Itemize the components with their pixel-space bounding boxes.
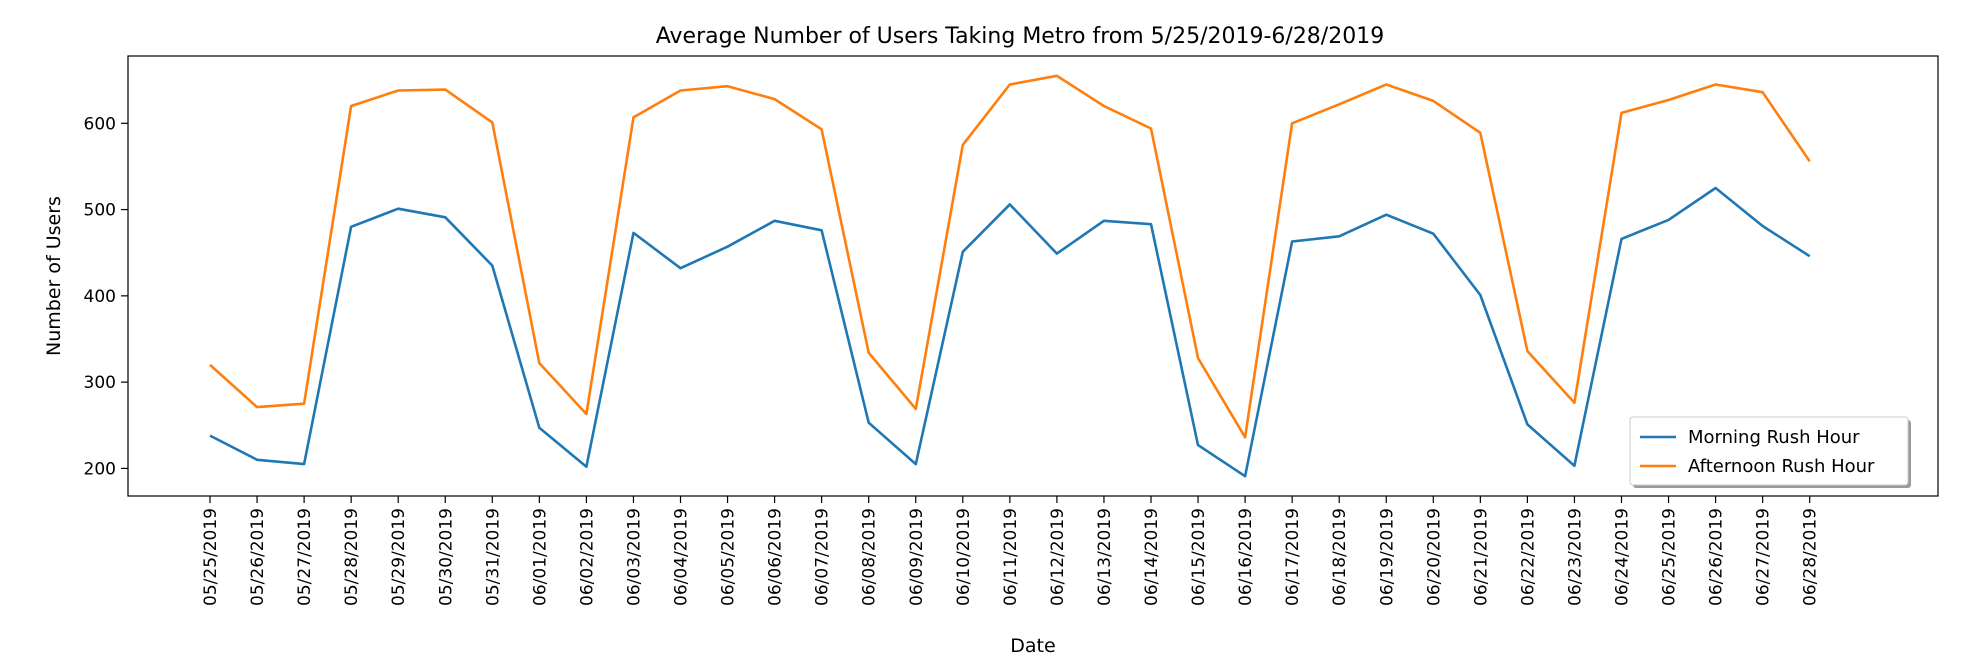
x-tick-label: 06/15/2019 bbox=[1189, 508, 1209, 606]
series-line-1 bbox=[209, 186, 1811, 478]
x-axis-label: Date bbox=[1010, 635, 1055, 657]
x-tick-label: 06/04/2019 bbox=[672, 508, 692, 606]
x-tick-label: 05/31/2019 bbox=[483, 508, 503, 606]
x-tick-label: 06/20/2019 bbox=[1424, 508, 1444, 606]
x-tick-label: 06/14/2019 bbox=[1142, 508, 1162, 606]
y-tick-label: 500 bbox=[84, 201, 116, 221]
x-tick-label: 05/26/2019 bbox=[248, 508, 268, 606]
chart-title: Average Number of Users Taking Metro fro… bbox=[656, 24, 1384, 49]
x-tick-label: 06/03/2019 bbox=[624, 508, 644, 606]
x-tick-label: 06/11/2019 bbox=[1001, 508, 1021, 606]
x-tick-label: 06/17/2019 bbox=[1283, 508, 1303, 606]
series-line-2 bbox=[209, 74, 1811, 439]
x-tick-label: 05/30/2019 bbox=[436, 508, 456, 606]
x-tick-label: 06/18/2019 bbox=[1330, 508, 1350, 606]
y-tick-label: 400 bbox=[84, 287, 116, 307]
x-tick-label: 06/26/2019 bbox=[1707, 508, 1727, 606]
plot-frame bbox=[127, 55, 1939, 497]
x-tick-label: 05/28/2019 bbox=[342, 508, 362, 606]
y-axis-label: Number of Users bbox=[43, 196, 65, 356]
y-tick-label: 300 bbox=[84, 373, 116, 393]
x-tick-label: 05/29/2019 bbox=[389, 508, 409, 606]
x-tick-label: 06/01/2019 bbox=[530, 508, 550, 606]
y-tick-label: 200 bbox=[84, 459, 116, 479]
x-tick-label: 06/21/2019 bbox=[1471, 508, 1491, 606]
series-lines bbox=[209, 74, 1811, 478]
x-axis-ticks: 05/25/2019 05/26/2019 05/27/2019 05/28/2019… bbox=[201, 496, 1821, 606]
x-tick-label: 05/25/2019 bbox=[201, 508, 221, 606]
x-tick-label: 06/13/2019 bbox=[1095, 508, 1115, 606]
x-tick-label: 06/10/2019 bbox=[954, 508, 974, 606]
x-tick-label: 06/28/2019 bbox=[1801, 508, 1821, 606]
x-tick-label: 06/12/2019 bbox=[1048, 508, 1068, 606]
legend-box bbox=[1629, 416, 1909, 486]
x-tick-label: 06/06/2019 bbox=[766, 508, 786, 606]
legend-label: Morning Rush Hour bbox=[1688, 427, 1860, 448]
x-tick-label: 06/07/2019 bbox=[813, 508, 833, 606]
x-tick-label: 06/05/2019 bbox=[719, 508, 739, 606]
x-tick-label: 06/16/2019 bbox=[1236, 508, 1256, 606]
x-tick-label: 06/08/2019 bbox=[860, 508, 880, 606]
x-tick-label: 06/27/2019 bbox=[1754, 508, 1774, 606]
legend: Morning Rush Hour Afternoon Rush Hour bbox=[1629, 416, 1911, 488]
x-tick-label: 06/23/2019 bbox=[1565, 508, 1585, 606]
x-tick-label: 06/19/2019 bbox=[1377, 508, 1397, 606]
y-tick-label: 600 bbox=[84, 114, 116, 134]
x-tick-label: 06/25/2019 bbox=[1660, 508, 1680, 606]
x-tick-label: 06/09/2019 bbox=[907, 508, 927, 606]
y-axis-ticks: 200 300 400 500 600 bbox=[84, 114, 128, 479]
x-tick-label: 05/27/2019 bbox=[295, 508, 315, 606]
x-tick-label: 06/22/2019 bbox=[1518, 508, 1538, 606]
x-tick-label: 06/02/2019 bbox=[577, 508, 597, 606]
legend-label: Afternoon Rush Hour bbox=[1688, 456, 1875, 477]
x-tick-label: 06/24/2019 bbox=[1613, 508, 1633, 606]
